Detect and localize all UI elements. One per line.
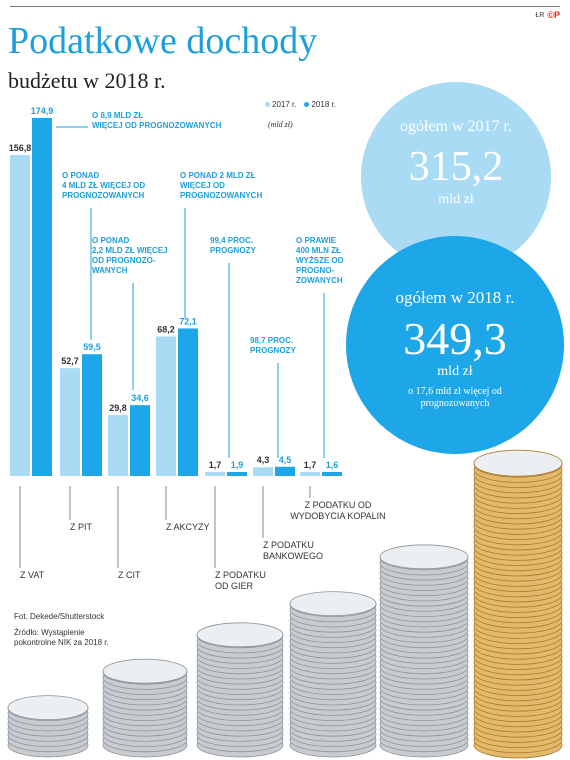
bar-value-label: 4,3 — [257, 455, 270, 465]
author-initials: ŁR — [535, 11, 545, 19]
bar-value-label: 34,6 — [131, 393, 149, 403]
bar-value-label: 68,2 — [157, 324, 175, 334]
infographic-subtitle: budżetu w 2018 r. — [8, 68, 166, 93]
annotation-text: 2,2 MLD ZŁ WIĘCEJ — [92, 246, 168, 255]
annotation-text: WIĘCEJ OD PROGNOZOWANYCH — [92, 121, 222, 130]
bar-value-label: 1,9 — [231, 460, 244, 470]
total-2018-unit: mld zł — [437, 364, 473, 379]
legend-label-2018: 2018 r. — [311, 100, 336, 109]
annotation-text: O PONAD — [62, 171, 100, 180]
category-label: Z PODATKU — [263, 540, 314, 550]
source-line-1: Źródło: Wystąpienie — [14, 628, 85, 637]
coin-top-icon — [289, 591, 377, 616]
bar-value-label: 1,7 — [304, 460, 317, 470]
category-label: Z CIT — [118, 570, 141, 580]
total-2018-value: 349,3 — [403, 313, 507, 364]
total-2018-note: o 17,6 mld zł więcej od prognozowanych — [408, 386, 502, 409]
total-2017-value: 315,2 — [408, 144, 504, 190]
category-label: WYDOBYCIA KOPALIN — [290, 511, 385, 521]
bar-2018 — [322, 472, 342, 476]
annotation-text: 98,7 PROC. — [250, 336, 293, 345]
bar-2017 — [156, 336, 176, 476]
annotation-text: 400 MLN ZŁ — [296, 246, 341, 255]
publisher-logo: ©P — [547, 10, 560, 20]
legend-swatch-2018 — [304, 102, 310, 108]
annotation-text: 4 MLD ZŁ WIĘCEJ OD — [62, 181, 145, 190]
annotation-text: 99,4 PROC. — [210, 236, 253, 245]
category-label: Z PIT — [70, 522, 93, 532]
category-label: Z VAT — [20, 570, 45, 580]
annotation-text: WIĘCEJ OD — [180, 181, 225, 190]
category-label: Z PODATKU OD — [305, 500, 372, 510]
category-label: Z PODATKU — [215, 570, 266, 580]
coin-top-icon — [473, 449, 563, 477]
coin-top-icon — [379, 544, 469, 570]
annotation-text: O PONAD 2 MLD ZŁ — [180, 171, 256, 180]
bar-2018 — [227, 472, 247, 476]
bar-2018 — [178, 328, 198, 476]
source-line-2: pokontrolne NIK za 2018 r. — [14, 638, 109, 647]
total-2017-label: ogółem w 2017 r. — [400, 118, 512, 135]
annotation-text: PROGNOZY — [210, 246, 256, 255]
bar-value-label: 1,7 — [209, 460, 222, 470]
total-2017-unit: mld zł — [438, 192, 474, 207]
annotation-text: O PONAD — [92, 236, 130, 245]
annotation-text: O 8,9 MLD ZŁ — [92, 111, 143, 120]
annotation-text: PROGNOZY — [250, 346, 296, 355]
bar-2018 — [275, 466, 295, 476]
annotation-text: PROGNO- — [296, 266, 335, 275]
annotation-text: PROGNOZOWANYCH — [180, 191, 262, 200]
coin-top-icon — [7, 695, 89, 720]
coin-top-icon — [196, 622, 284, 648]
annotation-text: OD PROGNOZO- — [92, 256, 156, 265]
bar-2017 — [300, 472, 320, 476]
credit-line: ŁR ©P — [535, 10, 560, 20]
legend-item-2017: 2017 r. — [265, 100, 296, 109]
category-label: Z AKCYZY — [166, 522, 210, 532]
category-label: BANKOWEGO — [263, 551, 323, 561]
chart-legend: 2017 r. 2018 r. — [265, 100, 336, 109]
bar-2017 — [205, 472, 225, 476]
bar-value-label: 4,5 — [279, 455, 292, 465]
annotation-text: WYŻSZE OD — [296, 256, 344, 265]
bar-2017 — [108, 415, 128, 476]
total-2018-label: ogółem w 2018 r. — [395, 288, 515, 307]
bar-value-label: 156,8 — [9, 143, 32, 153]
bar-value-label: 29,8 — [109, 403, 127, 413]
legend-item-2018: 2018 r. — [304, 100, 336, 109]
category-label: OD GIER — [215, 581, 254, 591]
annotation-text: PROGNOZOWANYCH — [62, 191, 144, 200]
bar-2018 — [32, 118, 52, 476]
legend-swatch-2017 — [265, 102, 270, 108]
photo-credit: Fot. Dekede/Shutterstock — [14, 612, 105, 621]
total-2018-bubble: ogółem w 2018 r. 349,3 mld zł o 17,6 mld… — [346, 236, 564, 454]
bar-2017 — [10, 155, 30, 477]
bar-value-label: 72,1 — [179, 316, 197, 326]
annotation-text: O PRAWIE — [296, 236, 337, 245]
legend-label-2017: 2017 r. — [272, 100, 297, 109]
bar-value-label: 59,5 — [83, 342, 101, 352]
unit-label: (mld zł) — [268, 120, 293, 129]
bar-2017 — [60, 368, 80, 476]
bar-2018 — [82, 354, 102, 476]
bar-2018 — [130, 405, 150, 476]
bar-value-label: 1,6 — [326, 460, 339, 470]
bar-2017 — [253, 467, 273, 476]
infographic-title: Podatkowe dochody — [8, 20, 318, 62]
annotation-text: WANYCH — [92, 266, 128, 275]
top-rule — [10, 6, 560, 7]
bar-value-label: 52,7 — [61, 356, 79, 366]
bar-value-label: 174,9 — [31, 106, 54, 116]
coin-top-icon — [102, 658, 188, 684]
annotation-text: ZOWANYCH — [296, 276, 343, 285]
